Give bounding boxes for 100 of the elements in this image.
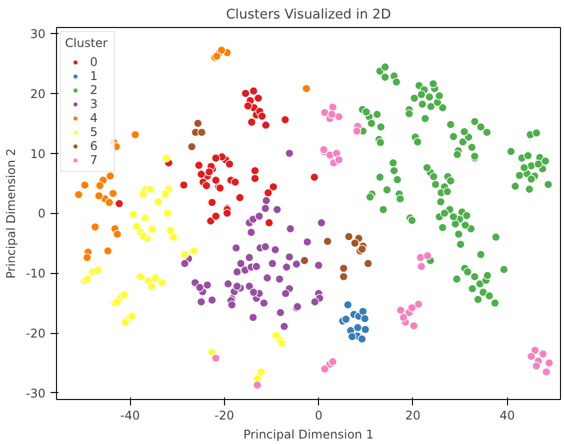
point	[270, 245, 280, 254]
point	[264, 218, 274, 228]
point	[364, 259, 373, 268]
point	[258, 112, 266, 121]
point	[339, 272, 348, 282]
point	[104, 198, 114, 207]
point	[166, 226, 175, 235]
point	[208, 198, 216, 207]
point	[292, 260, 301, 269]
point	[272, 331, 281, 340]
point	[225, 160, 234, 168]
point	[409, 321, 418, 330]
y-tick-label: 20	[30, 86, 46, 101]
legend-label: 4	[90, 111, 99, 125]
point	[138, 232, 148, 240]
point	[417, 262, 426, 271]
point	[250, 166, 260, 176]
point	[211, 154, 220, 162]
point	[108, 189, 118, 198]
point	[222, 208, 232, 218]
point	[140, 214, 150, 222]
y-tick-label: -30	[26, 386, 46, 400]
point	[103, 246, 112, 256]
point	[80, 180, 90, 190]
point	[334, 155, 344, 164]
point	[343, 300, 352, 310]
legend-label: 2	[90, 83, 99, 97]
point	[195, 283, 204, 292]
point	[358, 307, 368, 316]
point	[423, 251, 432, 260]
legend-label: 3	[90, 97, 99, 111]
point	[314, 260, 324, 270]
point	[161, 190, 170, 198]
point	[302, 238, 312, 246]
point	[286, 224, 295, 234]
point	[148, 224, 157, 234]
point	[151, 274, 160, 282]
point	[268, 259, 277, 268]
point	[327, 110, 336, 119]
point	[250, 174, 260, 183]
point	[277, 338, 286, 348]
point	[194, 160, 204, 170]
legend-label: 1	[90, 69, 99, 83]
point	[285, 148, 294, 158]
point	[112, 230, 122, 239]
point	[187, 142, 196, 152]
point	[247, 118, 256, 127]
point	[146, 184, 155, 194]
point	[280, 115, 290, 124]
legend-label: 0	[90, 55, 99, 69]
point	[530, 346, 540, 355]
y-tick-label: 30	[30, 26, 46, 41]
point	[350, 238, 360, 248]
point	[544, 358, 554, 368]
point	[260, 204, 270, 213]
point	[211, 176, 220, 185]
point	[249, 288, 258, 297]
point	[310, 172, 319, 182]
legend-label: 5	[90, 125, 99, 139]
point	[189, 246, 198, 256]
point	[323, 236, 332, 246]
point	[260, 298, 268, 308]
point	[348, 332, 357, 341]
point	[408, 303, 416, 312]
point	[344, 232, 354, 241]
point	[300, 256, 309, 265]
legend-title: Cluster	[65, 36, 109, 50]
point	[310, 297, 320, 306]
point	[542, 368, 551, 376]
point	[280, 322, 289, 331]
y-tick-label: -10	[26, 266, 46, 281]
point	[302, 84, 311, 93]
point	[106, 172, 115, 180]
point	[211, 354, 220, 363]
point	[532, 362, 541, 370]
point	[82, 253, 92, 262]
point	[154, 197, 163, 206]
point	[328, 357, 338, 366]
point	[179, 180, 188, 190]
point	[94, 191, 104, 200]
point	[232, 268, 242, 276]
point	[261, 120, 270, 130]
point	[244, 253, 254, 262]
point	[262, 196, 271, 206]
point	[260, 242, 270, 252]
point	[138, 190, 148, 198]
point	[342, 314, 350, 324]
point	[244, 102, 252, 110]
legend-label: 6	[90, 139, 99, 153]
point	[320, 364, 330, 374]
x-tick-label: 0	[314, 408, 322, 422]
point	[353, 323, 362, 332]
point	[252, 262, 261, 271]
point	[196, 297, 206, 306]
x-tick-label: -20	[214, 408, 234, 422]
point	[236, 193, 244, 202]
point	[526, 352, 536, 361]
y-tick-label: 10	[30, 146, 46, 161]
point	[224, 279, 233, 288]
point	[241, 89, 250, 98]
